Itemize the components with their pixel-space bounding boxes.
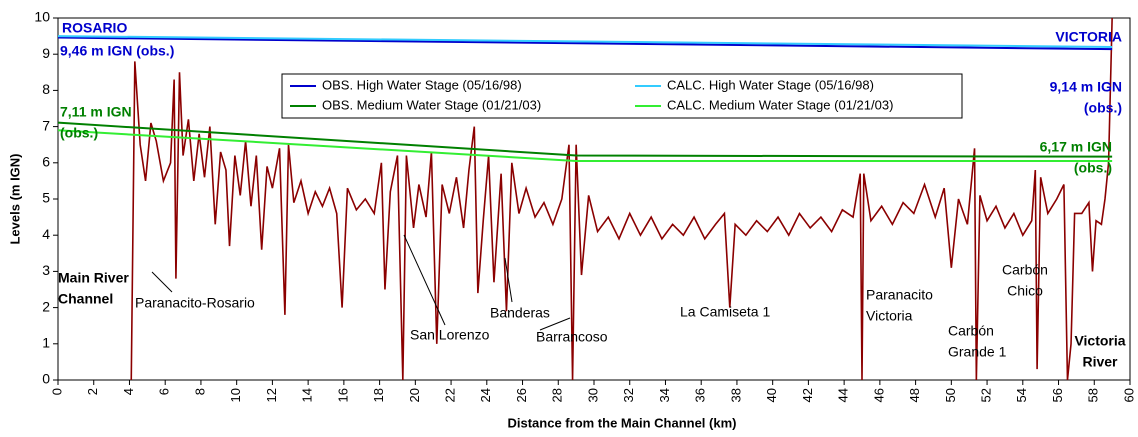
annotation: Carbón xyxy=(948,323,994,339)
x-tick-label: 60 xyxy=(1121,388,1136,402)
x-tick-label: 50 xyxy=(943,388,958,402)
series-line xyxy=(57,36,1113,51)
annotation-arrow xyxy=(151,271,173,293)
y-tick-label: 7 xyxy=(42,117,50,133)
x-tick-label: 24 xyxy=(478,388,493,402)
annotation: San Lorenzo xyxy=(410,327,490,343)
series-line xyxy=(57,35,1113,48)
y-tick-label: 4 xyxy=(42,226,50,242)
x-tick-label: 54 xyxy=(1014,388,1029,402)
annotation: Main River xyxy=(58,270,129,286)
y-tick-label: 0 xyxy=(42,371,50,387)
annotation: Chico xyxy=(1007,283,1043,299)
x-tick-label: 48 xyxy=(907,388,922,402)
y-axis-label: Levels (m IGN) xyxy=(7,153,22,244)
x-tick-label: 56 xyxy=(1050,388,1065,402)
x-tick-label: 8 xyxy=(192,388,207,395)
y-tick-label: 10 xyxy=(34,9,50,25)
annotation: Banderas xyxy=(490,305,550,321)
series-line xyxy=(57,129,1113,162)
x-tick-label: 58 xyxy=(1086,388,1101,402)
annotation-arrow xyxy=(539,317,571,331)
annotation-arrow xyxy=(403,234,446,326)
annotation: (obs.) xyxy=(1084,100,1122,116)
x-tick-label: 6 xyxy=(157,388,172,395)
x-tick-label: 4 xyxy=(121,388,136,395)
x-tick-label: 52 xyxy=(979,388,994,402)
y-tick-label: 6 xyxy=(42,154,50,170)
x-tick-label: 26 xyxy=(514,388,529,402)
annotation: Victoria xyxy=(1074,333,1125,349)
x-tick-label: 18 xyxy=(371,388,386,402)
y-tick-label: 1 xyxy=(42,335,50,351)
y-tick-label: 5 xyxy=(42,190,50,206)
x-axis-label: Distance from the Main Channel (km) xyxy=(508,415,737,430)
x-tick-label: 20 xyxy=(407,388,422,402)
annotation: Paranacito-Rosario xyxy=(135,295,255,311)
annotation: (obs.) xyxy=(1074,160,1112,176)
annotation: River xyxy=(1082,354,1118,370)
annotation: Paranacito xyxy=(866,287,933,303)
x-tick-label: 10 xyxy=(228,388,243,402)
x-tick-label: 38 xyxy=(728,388,743,402)
x-tick-label: 40 xyxy=(764,388,779,402)
x-tick-label: 30 xyxy=(585,388,600,402)
annotation: 9,46 m IGN (obs.) xyxy=(60,43,174,59)
annotation: VICTORIA xyxy=(1055,29,1122,45)
legend-label: CALC. Medium Water Stage (01/21/03) xyxy=(667,97,893,112)
y-tick-label: 3 xyxy=(42,262,50,278)
annotation: Grande 1 xyxy=(948,344,1007,360)
y-tick-label: 8 xyxy=(42,81,50,97)
x-tick-label: 2 xyxy=(85,388,100,395)
legend-box xyxy=(281,73,963,119)
annotation: 9,14 m IGN xyxy=(1050,79,1122,95)
legend-label: OBS. Medium Water Stage (01/21/03) xyxy=(322,97,541,112)
x-tick-label: 36 xyxy=(693,388,708,402)
annotation: 7,11 m IGN xyxy=(60,104,132,120)
legend-label: OBS. High Water Stage (05/16/98) xyxy=(322,77,522,92)
series-line xyxy=(130,17,1113,381)
x-tick-label: 16 xyxy=(335,388,350,402)
annotation: Barrancoso xyxy=(536,329,608,345)
x-tick-label: 14 xyxy=(300,388,315,402)
annotation: Channel xyxy=(58,291,113,307)
annotation: La Camiseta 1 xyxy=(680,304,770,320)
x-tick-label: 32 xyxy=(621,388,636,402)
x-tick-label: 22 xyxy=(443,388,458,402)
annotation: ROSARIO xyxy=(62,20,127,36)
y-tick-label: 2 xyxy=(42,298,50,314)
x-tick-label: 44 xyxy=(836,388,851,402)
x-tick-label: 12 xyxy=(264,388,279,402)
annotation: Victoria xyxy=(866,308,913,324)
annotation: (obs.) xyxy=(60,125,98,141)
x-tick-label: 0 xyxy=(49,388,64,395)
annotation: 6,17 m IGN xyxy=(1040,139,1112,155)
x-tick-label: 34 xyxy=(657,388,672,402)
annotation-arrow xyxy=(504,257,513,303)
legend-label: CALC. High Water Stage (05/16/98) xyxy=(667,77,874,92)
x-tick-label: 42 xyxy=(800,388,815,402)
x-tick-label: 28 xyxy=(550,388,565,402)
annotation: Carbón xyxy=(1002,262,1048,278)
y-tick-label: 9 xyxy=(42,45,50,61)
series-line xyxy=(57,121,1113,158)
x-tick-label: 46 xyxy=(871,388,886,402)
